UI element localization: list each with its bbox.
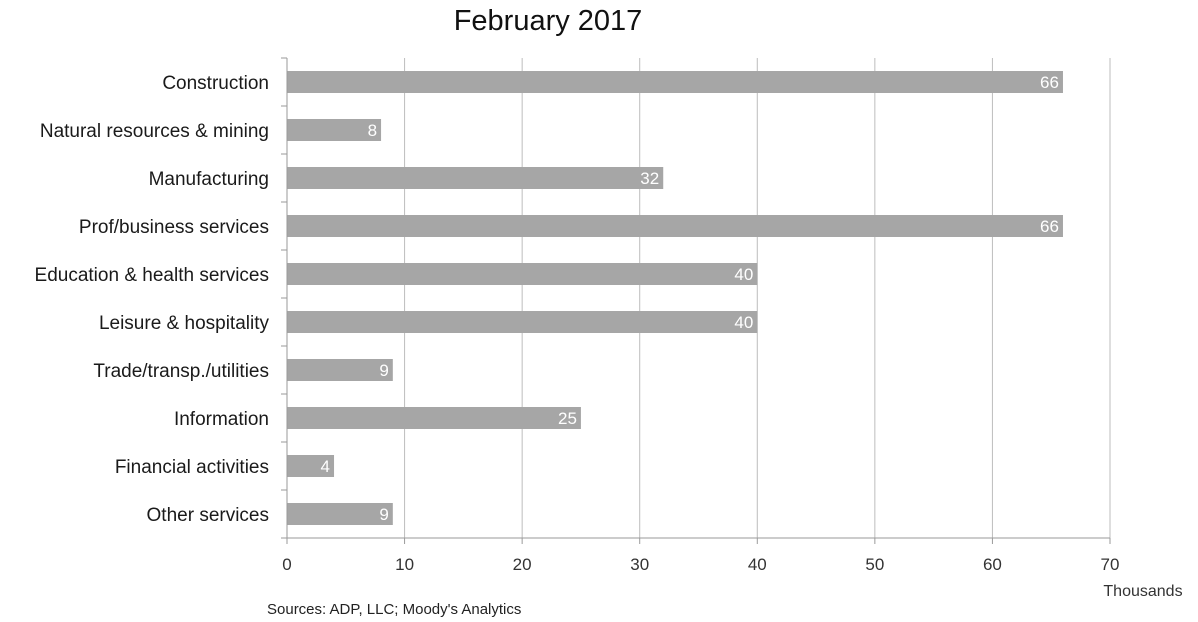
bar [287,407,581,429]
category-label: Other services [147,505,269,526]
x-tick-label: 10 [395,555,414,574]
data-label: 8 [368,121,377,140]
data-label: 66 [1040,217,1059,236]
category-label: Construction [162,73,269,94]
category-label: Education & health services [35,265,269,286]
data-label: 32 [640,169,659,188]
bar [287,503,393,525]
data-label: 4 [321,457,330,476]
data-label: 9 [379,505,388,524]
category-label: Financial activities [115,457,269,478]
axes [281,57,1111,544]
bar [287,167,664,189]
x-unit-label: Thousands [1103,583,1182,600]
bar [287,215,1063,237]
x-tick-label: 40 [748,555,767,574]
x-tick-label: 60 [983,555,1002,574]
category-label: Manufacturing [149,169,269,190]
x-tick-label: 50 [865,555,884,574]
category-label: Natural resources & mining [40,121,269,142]
data-label: 40 [734,265,753,284]
bar [287,263,758,285]
category-label: Prof/business services [79,217,269,238]
bars: 66 8 32 66 40 40 9 25 4 9 [287,71,1063,525]
category-label: Information [174,409,269,430]
x-tick-label: 30 [630,555,649,574]
data-label: 66 [1040,73,1059,92]
category-labels: Construction Natural resources & mining Ma… [35,73,270,526]
bar [287,311,758,333]
data-label: 40 [734,313,753,332]
x-tick-label: 0 [282,555,291,574]
bar [287,71,1063,93]
source-note: Sources: ADP, LLC; Moody's Analytics [267,601,521,618]
bar [287,119,382,141]
gridlines [404,58,1111,538]
category-label: Trade/transp./utilities [93,361,269,382]
chart-title: February 2017 [454,5,643,37]
category-label: Leisure & hospitality [99,313,270,334]
data-label: 9 [379,361,388,380]
x-tick-label: 70 [1101,555,1120,574]
bar [287,455,335,477]
x-tick-label: 20 [513,555,532,574]
data-label: 25 [558,409,577,428]
x-tick-labels: 0 10 20 30 40 50 60 70 [282,555,1119,574]
bar [287,359,393,381]
